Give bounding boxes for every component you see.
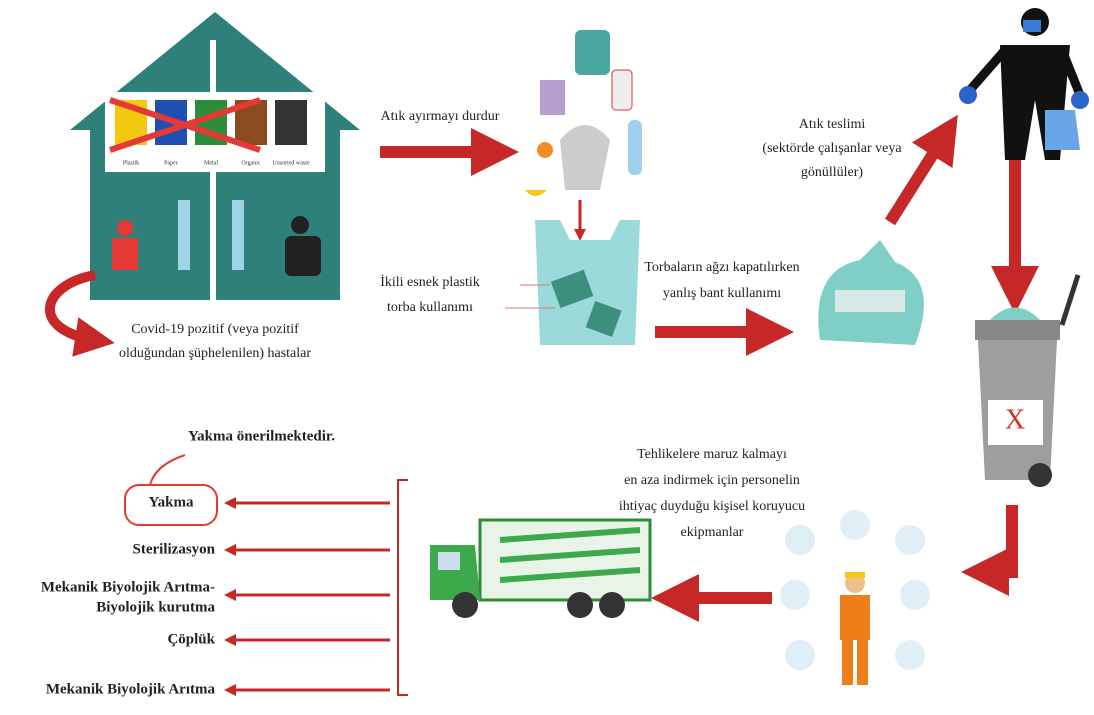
label: Çöplük [167,631,215,647]
label: olduğundan şüphelenilen) hastalar [119,346,311,361]
label: ihtiyaç duyduğu kişisel koruyucu [619,499,805,514]
bracket [397,479,408,696]
worker [959,8,1089,160]
label: Atık ayırmayı durdur [381,109,500,124]
label: Unsorted waste [272,160,309,166]
label: Tehlikelere maruz kalmayı [637,447,787,462]
label: Mekanik Biyolojik Arıtma [46,681,216,697]
ppe-figure [780,510,930,685]
waste-items [525,30,642,196]
callout [149,454,186,486]
recommendation: Yakma önerilmektedir. [188,428,335,444]
label: Torbaların ağzı kapatılırken [644,260,799,275]
hazard-bin: X [975,274,1081,487]
house [70,12,360,300]
label: Biyolojik kurutma [96,599,215,615]
label: Metal [204,160,218,166]
label: (sektörde çalışanlar veya [762,141,902,156]
label: torba kullanımı [387,300,473,315]
truck [430,518,652,618]
label: gönüllüler) [801,165,864,180]
label: yanlış bant kullanımı [663,286,781,301]
label: en aza indirmek için personelin [624,473,800,488]
option-arrows [224,497,390,696]
label: Plastik [123,160,139,166]
highlight [124,484,218,526]
svg-text:X: X [1005,404,1025,435]
label: Mekanik Biyolojik Arıtma- [41,579,215,595]
label: İkili esnek plastik [380,274,480,290]
arrows [380,114,1039,622]
label: ekipmanlar [681,525,744,540]
arrow [44,270,115,357]
label: Atık teslimi [799,117,866,132]
label: Paper [164,160,178,166]
label: Yakma [148,494,194,510]
label: Covid-19 pozitif (veya pozitif [131,322,299,337]
label: Organic [241,160,261,166]
label: Sterilizasyon [133,541,216,557]
